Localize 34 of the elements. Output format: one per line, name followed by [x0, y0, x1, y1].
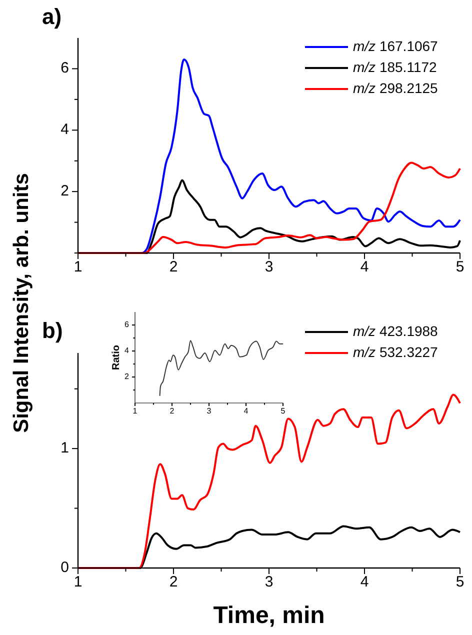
x-tick-label: 5 — [456, 573, 464, 590]
y-tick-label: 0 — [60, 558, 69, 576]
x-tick-label: 2 — [170, 406, 175, 416]
y-tick-label: 1 — [60, 440, 69, 457]
x-tick-label: 5 — [280, 406, 286, 416]
y-tick-label: 6 — [60, 60, 69, 77]
y-tick-label: 2 — [124, 372, 130, 382]
line-series — [159, 340, 284, 396]
x-tick-label: 4 — [244, 406, 249, 416]
legend-label: m/z 185.1172 — [353, 58, 438, 75]
legend-label: m/z 167.1067 — [353, 38, 438, 54]
x-tick-label: 1 — [74, 573, 82, 590]
y-tick-label: 4 — [60, 121, 69, 138]
chart-title: a) — [42, 4, 62, 29]
y-axis-title: Signal Intensity, arb. units — [10, 173, 33, 433]
y-tick-label: 4 — [124, 346, 130, 356]
x-axis-title: Time, min — [213, 602, 325, 629]
x-tick-label: 2 — [169, 258, 178, 276]
legend-label: m/z 298.2125 — [353, 80, 438, 96]
x-tick-label: 4 — [360, 573, 369, 590]
x-tick-label: 3 — [264, 258, 274, 276]
x-tick-label: 1 — [132, 406, 138, 416]
y-axis-title: Ratio — [111, 345, 122, 370]
x-tick-label: 4 — [360, 258, 369, 276]
legend-label: m/z 532.3227 — [353, 344, 438, 360]
x-tick-label: 5 — [456, 258, 464, 276]
x-tick-label: 3 — [206, 406, 212, 416]
x-tick-label: 2 — [169, 573, 178, 590]
y-tick-label: 6 — [124, 320, 130, 330]
y-tick-label: 2 — [60, 182, 69, 200]
x-tick-label: 3 — [264, 573, 274, 590]
legend-label: m/z 423.1988 — [353, 322, 438, 339]
x-tick-label: 1 — [74, 258, 82, 276]
chart-title: b) — [42, 318, 63, 343]
